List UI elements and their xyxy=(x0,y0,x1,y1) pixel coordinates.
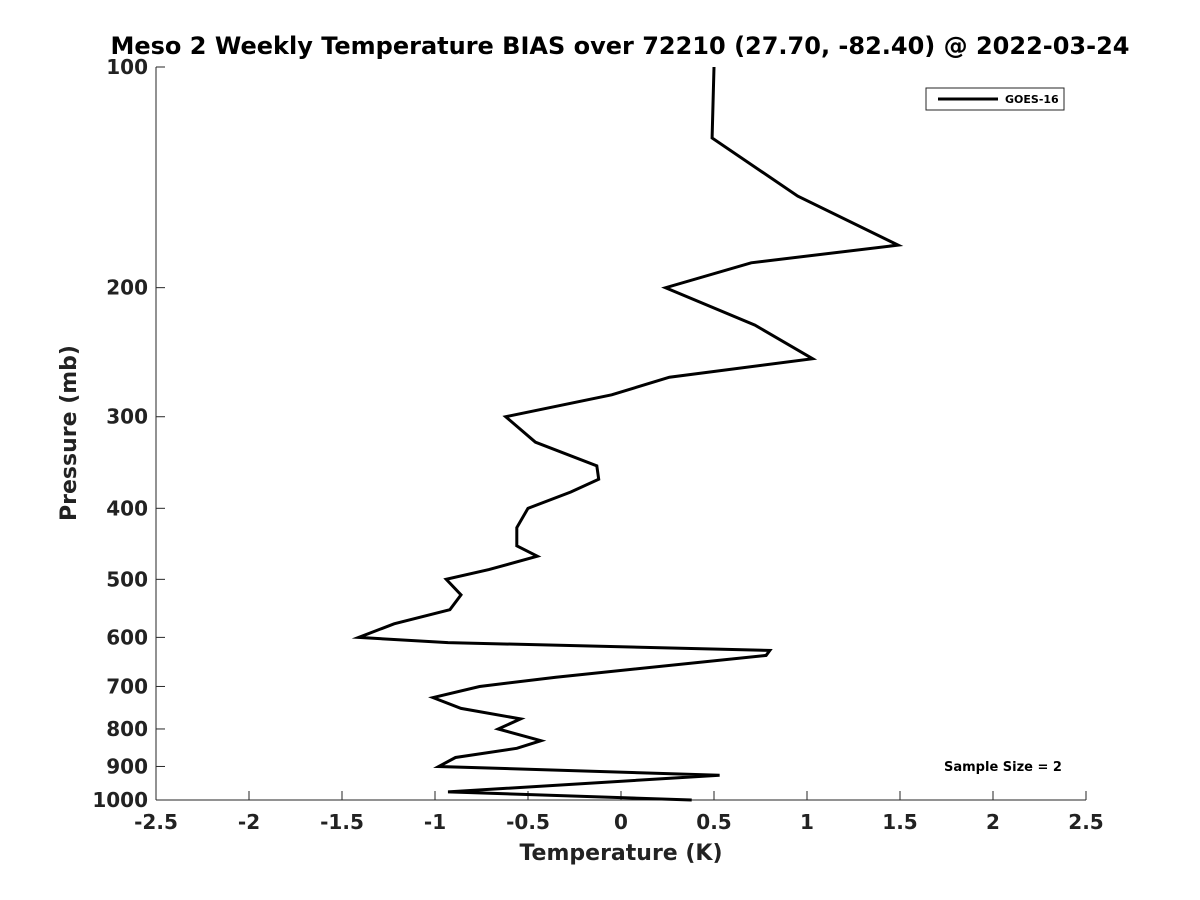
x-tick-label: -2.5 xyxy=(134,810,178,834)
x-ticks: -2.5 -2 -1.5 -1 -0.5 0 0.5 1 1.5 2 2.5 xyxy=(134,791,1104,834)
x-tick-label: 2.5 xyxy=(1068,810,1103,834)
series-line-goes-16 xyxy=(351,66,904,802)
x-tick-label: -2 xyxy=(238,810,260,834)
chart-title: Meso 2 Weekly Temperature BIAS over 7221… xyxy=(110,32,1129,60)
x-tick-label: 1.5 xyxy=(882,810,917,834)
series-layer xyxy=(351,66,904,802)
plot-area: -2.5 -2 -1.5 -1 -0.5 0 0.5 1 1.5 2 2.5 100 200 300 40… xyxy=(92,55,1103,834)
y-tick-label: 800 xyxy=(106,717,148,741)
x-tick-label: 0.5 xyxy=(696,810,731,834)
x-axis-label: Temperature (K) xyxy=(519,841,722,866)
y-tick-label: 900 xyxy=(106,754,148,778)
x-tick-label: 2 xyxy=(986,810,1000,834)
x-tick-label: -0.5 xyxy=(506,810,550,834)
y-tick-label: 200 xyxy=(106,276,148,300)
y-tick-label: 300 xyxy=(106,405,148,429)
y-tick-label: 600 xyxy=(106,625,148,649)
y-axis-label: Pressure (mb) xyxy=(57,345,82,521)
legend-entry-goes-16: GOES-16 xyxy=(1005,93,1059,106)
y-tick-label: 400 xyxy=(106,496,148,520)
y-ticks: 100 200 300 400 500 600 700 800 900 1000 xyxy=(92,55,165,812)
y-tick-label: 100 xyxy=(106,55,148,79)
legend: GOES-16 xyxy=(925,87,1065,111)
x-tick-label: 0 xyxy=(614,810,628,834)
y-tick-label: 500 xyxy=(106,567,148,591)
x-tick-label: 1 xyxy=(800,810,814,834)
y-tick-label: 1000 xyxy=(92,788,148,812)
sample-size-annotation: Sample Size = 2 xyxy=(944,760,1062,775)
x-tick-label: -1 xyxy=(424,810,446,834)
x-tick-label: -1.5 xyxy=(320,810,364,834)
y-tick-label: 700 xyxy=(106,674,148,698)
